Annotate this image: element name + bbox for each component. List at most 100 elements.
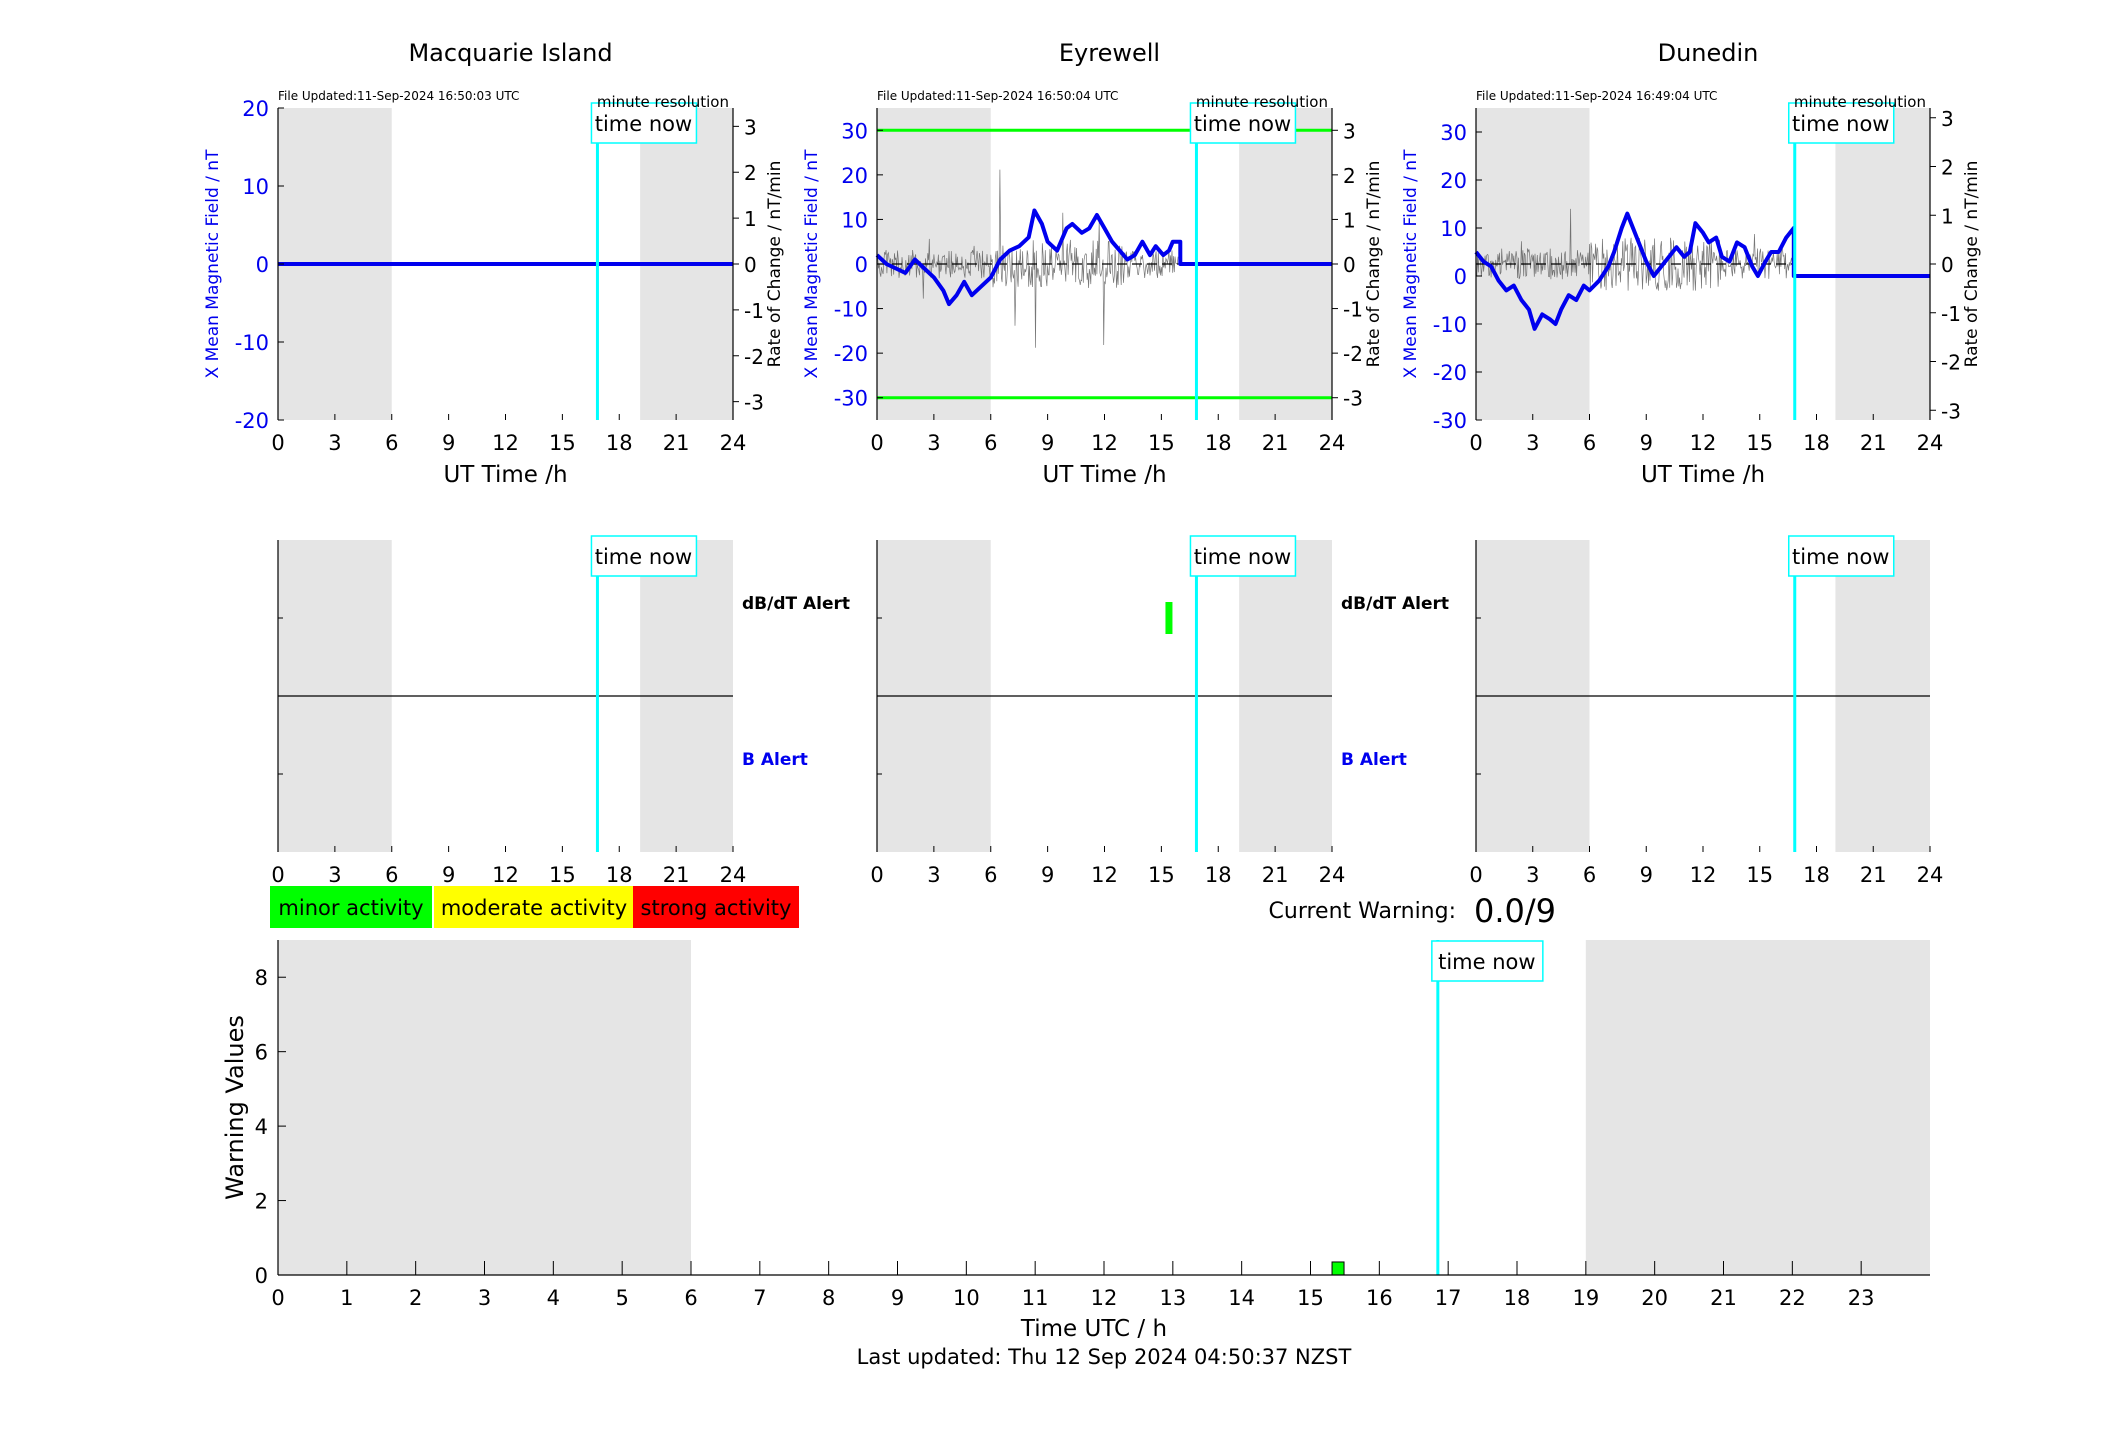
file-updated: File Updated:11-Sep-2024 16:50:03 UTC <box>278 89 519 103</box>
x-tick-label: 0 <box>271 431 284 455</box>
warning-bar <box>1331 1261 1345 1276</box>
y-tick-label: 10 <box>1440 217 1467 241</box>
x-axis-label: Time UTC / h <box>1020 1316 1167 1342</box>
y2-tick-label: -1 <box>1941 302 1961 326</box>
time-now-box <box>1431 940 1544 982</box>
x-tick-label: 5 <box>615 1286 628 1310</box>
dbdt-alert-mark <box>1165 602 1173 634</box>
x-tick-label: 12 <box>1690 431 1717 455</box>
y2-tick-label: 1 <box>1941 204 1954 228</box>
time-now-label: time now <box>595 112 692 136</box>
y-tick-label: -30 <box>1433 409 1467 433</box>
x-axis-label: UT Time /h <box>1641 462 1765 488</box>
x-tick-label: 9 <box>442 431 455 455</box>
time-now-box <box>1189 102 1297 144</box>
legend-swatch <box>270 886 432 928</box>
x-tick-label: 1 <box>340 1286 353 1310</box>
x-tick-label: 12 <box>1091 431 1118 455</box>
y2-tick-label: -2 <box>1941 351 1961 375</box>
y-axis-label: X Mean Magnetic Field / nT <box>802 149 822 379</box>
x-tick-label: 24 <box>1319 863 1346 887</box>
y2-tick-label: -2 <box>1343 342 1363 366</box>
x-tick-label: 12 <box>1091 863 1118 887</box>
y-tick-label: 0 <box>255 1264 268 1288</box>
alert-chart-1: time now 0 3 6 9 12 15 18 21 24 dB/dT Alert B Alert <box>271 535 850 887</box>
y2-tick-label: 1 <box>744 207 757 231</box>
station-title: Eyrewell <box>1059 39 1160 67</box>
x-tick-label: 15 <box>1746 863 1773 887</box>
x-tick-label: 10 <box>953 1286 980 1310</box>
y-tick-label: -10 <box>1433 313 1467 337</box>
x-tick-label: 15 <box>1148 863 1175 887</box>
x-tick-label: 12 <box>492 863 519 887</box>
station-title: Dunedin <box>1658 39 1759 67</box>
x-tick-label: 0 <box>1469 431 1482 455</box>
y-axis-label: X Mean Magnetic Field / nT <box>1401 149 1421 379</box>
y2-tick-label: 2 <box>744 161 757 185</box>
y2-tick-label: 2 <box>1343 164 1356 188</box>
x-tick-label: 15 <box>1297 1286 1324 1310</box>
night-band <box>1835 108 1930 420</box>
x-tick-label: 15 <box>549 863 576 887</box>
y-tick-label: 20 <box>1440 169 1467 193</box>
x-tick-label: 21 <box>1710 1286 1737 1310</box>
x-tick-label: 12 <box>1690 863 1717 887</box>
x-tick-label: 0 <box>271 1286 284 1310</box>
y-axis-label: X Mean Magnetic Field / nT <box>203 149 223 379</box>
x-tick-label: 22 <box>1779 1286 1806 1310</box>
x-tick-label: 3 <box>927 863 940 887</box>
x-axis-label: UT Time /h <box>1042 462 1166 488</box>
x-tick-label: 24 <box>720 863 747 887</box>
x-tick-label: 23 <box>1848 1286 1875 1310</box>
y-tick-label: 20 <box>841 164 868 188</box>
last-updated: Last updated: Thu 12 Sep 2024 04:50:37 N… <box>857 1345 1352 1369</box>
dbdt-alert-label: dB/dT Alert <box>742 594 850 614</box>
x-tick-label: 18 <box>606 863 633 887</box>
x-tick-label: 15 <box>1148 431 1175 455</box>
minute-resolution: minute resolution <box>1196 93 1328 111</box>
y-tick-label: 30 <box>841 119 868 143</box>
y-tick-label: -20 <box>235 409 269 433</box>
y2-tick-label: 2 <box>1941 156 1954 180</box>
time-now-label: time now <box>1194 112 1291 136</box>
x-tick-label: 18 <box>1205 431 1232 455</box>
y2-tick-label: -1 <box>744 299 764 323</box>
x-tick-label: 2 <box>409 1286 422 1310</box>
y-tick-label: 2 <box>255 1190 268 1214</box>
y-tick-label: -10 <box>834 298 868 322</box>
y-tick-label: 30 <box>1440 121 1467 145</box>
current-warning: Current Warning: 0.0/9 <box>1269 892 1557 930</box>
x-tick-label: 24 <box>720 431 747 455</box>
time-now-label: time now <box>595 545 692 569</box>
x-tick-label: 19 <box>1572 1286 1599 1310</box>
alert-charts: time now 0 3 6 9 12 15 18 21 24 dB/dT Alert B Alert… <box>271 535 1943 887</box>
time-now-box <box>1787 535 1895 577</box>
y2-axis-label: Rate of Change / nT/min <box>1962 161 1982 368</box>
alert-chart-3: time now 0 3 6 9 12 15 18 21 24 <box>1469 535 1943 887</box>
time-now-label: time now <box>1438 950 1535 974</box>
y2-tick-label: 3 <box>1343 119 1356 143</box>
x-tick-label: 21 <box>663 863 690 887</box>
y-tick-label: 0 <box>1454 265 1467 289</box>
current-warning-label: Current Warning: <box>1269 899 1456 924</box>
x-tick-label: 6 <box>385 431 398 455</box>
x-tick-label: 18 <box>606 431 633 455</box>
rate-of-change-trace <box>1475 208 1795 291</box>
x-tick-label: 21 <box>1262 863 1289 887</box>
x-tick-label: 3 <box>1526 431 1539 455</box>
b-alert-label: B Alert <box>742 750 808 770</box>
y2-tick-label: -3 <box>744 391 764 415</box>
time-now-box <box>590 102 698 144</box>
x-tick-label: 18 <box>1803 863 1830 887</box>
y-tick-label: 0 <box>256 253 269 277</box>
y2-tick-label: -1 <box>1343 298 1363 322</box>
y-tick-label: 8 <box>255 966 268 990</box>
b-alert-label: B Alert <box>1341 750 1407 770</box>
x-tick-label: 21 <box>663 431 690 455</box>
x-tick-label: 3 <box>478 1286 491 1310</box>
legend-swatch <box>633 886 799 928</box>
x-tick-label: 6 <box>984 431 997 455</box>
